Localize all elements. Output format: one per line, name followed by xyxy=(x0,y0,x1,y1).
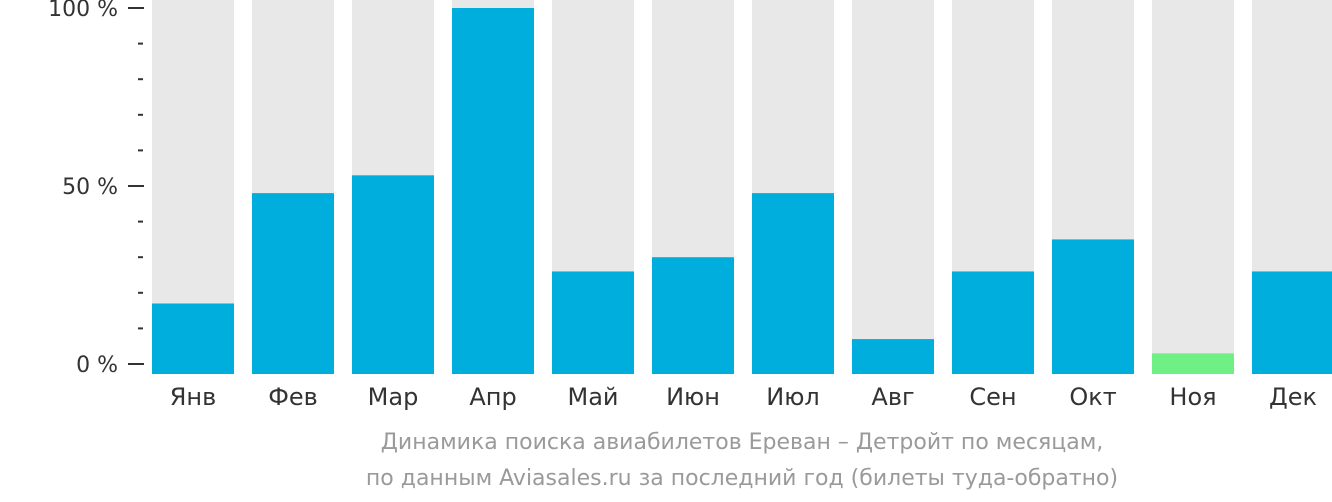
x-tick-label-11: Ноя xyxy=(1169,383,1216,411)
x-tick-label-3: Мар xyxy=(368,383,419,411)
y-tick-label-100: 100 % xyxy=(48,0,118,22)
bar-10 xyxy=(1052,239,1134,374)
x-tick-label-7: Июл xyxy=(766,383,820,411)
x-tick-label-2: Фев xyxy=(268,383,318,411)
bar-background-11 xyxy=(1152,0,1234,374)
bar-3 xyxy=(352,175,434,374)
bar-12 xyxy=(1252,271,1332,374)
bar-background-8 xyxy=(852,0,934,374)
x-tick-label-8: Авг xyxy=(871,383,914,411)
x-tick-label-9: Сен xyxy=(969,383,1016,411)
bar-4 xyxy=(452,8,534,374)
y-tick-label-0: 0 % xyxy=(76,353,118,378)
bar-2 xyxy=(252,193,334,374)
chart-caption-line1: Динамика поиска авиабилетов Ереван – Дет… xyxy=(380,430,1104,455)
x-tick-label-12: Дек xyxy=(1269,383,1317,411)
bar-7 xyxy=(752,193,834,374)
x-tick-label-6: Июн xyxy=(666,383,720,411)
bar-9 xyxy=(952,271,1034,374)
bar-1 xyxy=(152,303,234,374)
bar-chart-svg: Янв Фев Мар Апр Май Июн Июл Авг Сен Окт Ноя Дек 100 … xyxy=(48,0,1332,411)
x-tick-label-10: Окт xyxy=(1069,383,1116,411)
x-tick-label-4: Апр xyxy=(469,383,516,411)
x-tick-label-1: Янв xyxy=(170,383,217,411)
bar-5 xyxy=(552,271,634,374)
x-tick-label-5: Май xyxy=(567,383,618,411)
bar-11 xyxy=(1152,353,1234,374)
bar-6 xyxy=(652,257,734,374)
bar-8 xyxy=(852,339,934,374)
chart-caption-line2: по данным Aviasales.ru за последний год … xyxy=(365,466,1119,491)
y-tick-label-50: 50 % xyxy=(62,175,118,200)
